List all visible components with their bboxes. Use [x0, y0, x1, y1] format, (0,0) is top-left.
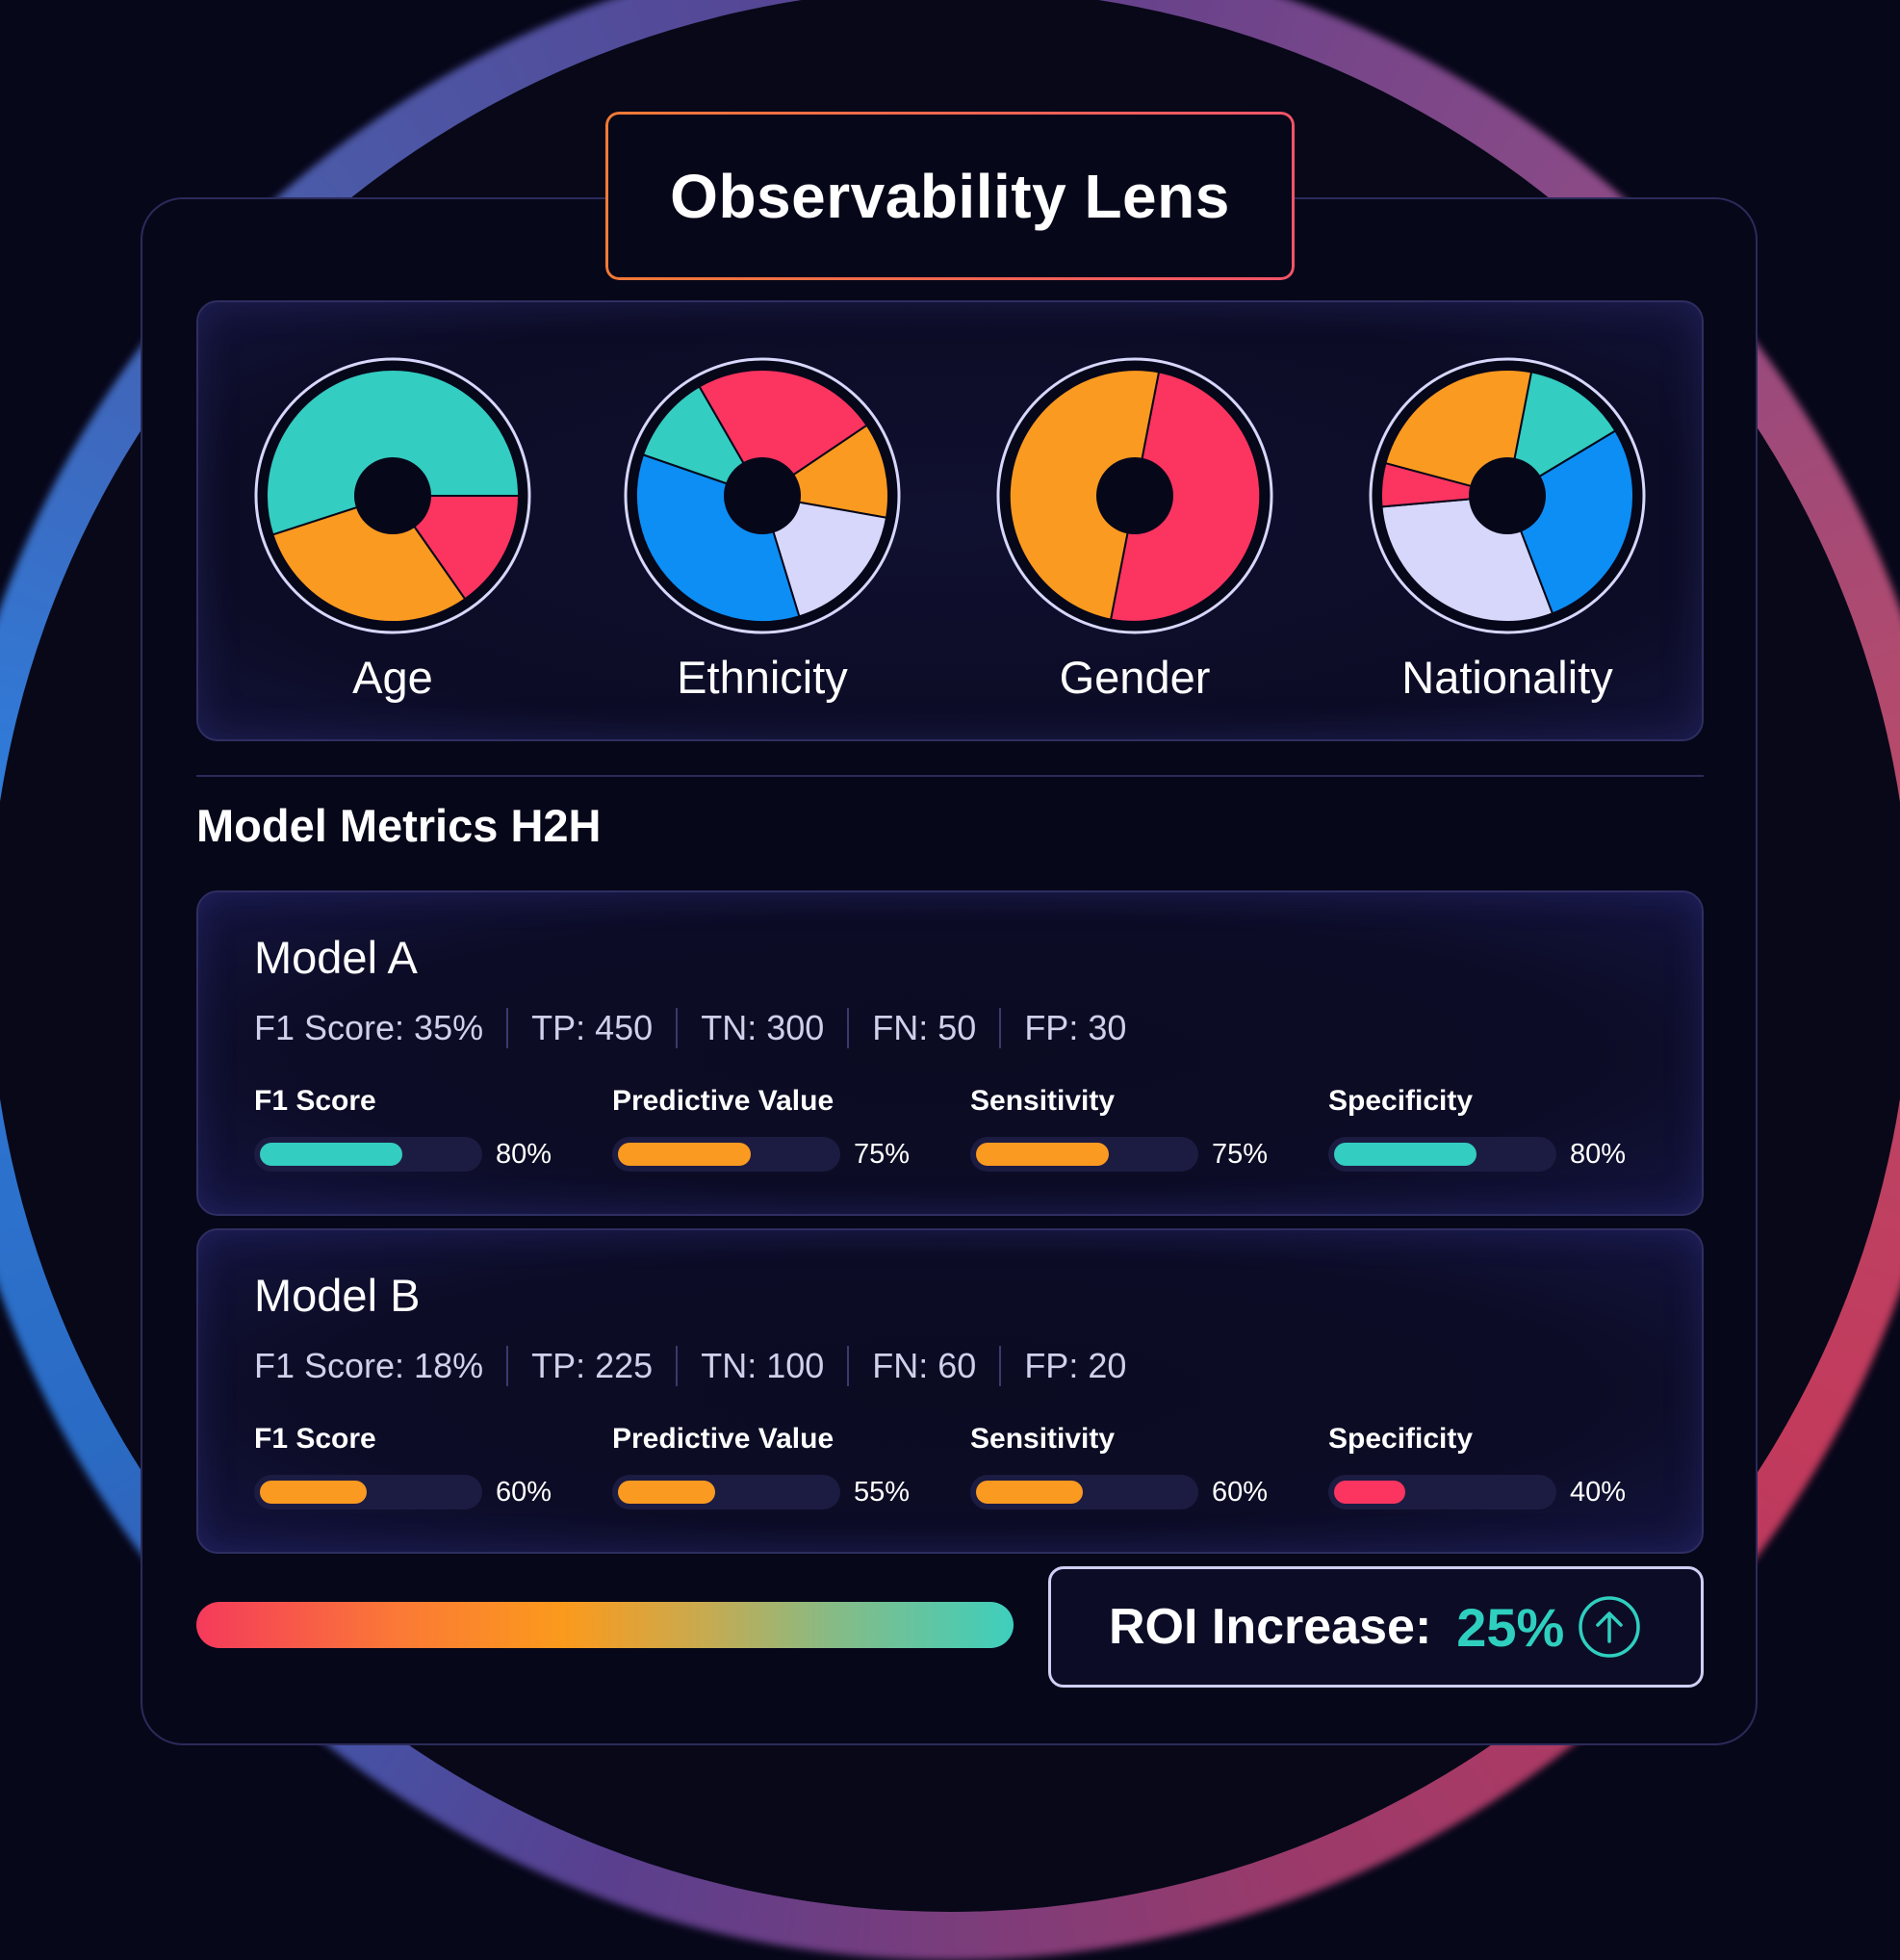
progress-fill — [1334, 1481, 1405, 1504]
tn-stat: TN: 300 — [701, 1008, 825, 1047]
progress-track — [254, 1137, 482, 1172]
metric-f1-score: F1 Score 80% — [254, 1085, 610, 1172]
donut-segment — [1109, 371, 1262, 623]
stat-separator — [847, 1008, 850, 1048]
donut-segment — [760, 494, 888, 618]
metric-label: F1 Score — [254, 1423, 376, 1455]
progress-track — [254, 1475, 482, 1509]
roi-box: ROI Increase: 25% — [1048, 1566, 1704, 1688]
section-divider — [196, 775, 1704, 777]
metric-value: 40% — [1570, 1476, 1627, 1508]
progress-fill — [618, 1481, 715, 1504]
title-box: Observability Lens — [608, 115, 1292, 277]
progress-track — [970, 1137, 1198, 1172]
nationality-donut-chart — [1369, 357, 1646, 634]
metric-value: 75% — [1212, 1138, 1269, 1170]
donut-segment — [698, 369, 868, 498]
metric-sensitivity: Sensitivity 75% — [970, 1085, 1326, 1172]
stat-separator — [676, 1008, 679, 1048]
progress-track — [1328, 1475, 1556, 1509]
donut-segment — [391, 495, 521, 601]
stat-separator — [999, 1008, 1002, 1048]
roi-gradient-bar — [196, 1602, 1014, 1648]
stat-separator — [506, 1008, 509, 1048]
gender-donut-chart — [996, 357, 1273, 634]
progress-track — [1328, 1137, 1556, 1172]
ethnicity-donut-chart — [624, 357, 901, 634]
donut-label-nationality: Nationality — [1401, 652, 1613, 703]
donut-label-ethnicity: Ethnicity — [677, 652, 848, 703]
model-a-card: Model A F1 Score: 35% TP: 450 TN: 300 FN… — [196, 890, 1704, 1216]
donut-segment — [1008, 369, 1161, 621]
fp-stat: FP: 30 — [1024, 1008, 1127, 1047]
metric-label: Predictive Value — [612, 1085, 834, 1117]
progress-fill — [260, 1481, 367, 1504]
age-donut-chart — [254, 357, 531, 634]
section-title: Model Metrics H2H — [196, 800, 602, 851]
donut-label-age: Age — [352, 652, 433, 703]
donut-hole — [724, 457, 801, 534]
donut-hole — [354, 457, 431, 534]
metric-value: 55% — [854, 1476, 911, 1508]
stat-separator — [506, 1346, 509, 1386]
progress-fill — [618, 1143, 751, 1166]
model-name: Model A — [254, 932, 418, 983]
metric-value: 80% — [496, 1138, 552, 1170]
metric-label: Specificity — [1328, 1085, 1474, 1117]
donut-segment — [641, 385, 765, 498]
donut-segment — [271, 494, 467, 623]
stat-separator — [999, 1346, 1002, 1386]
tp-stat: TP: 225 — [531, 1346, 654, 1385]
metric-value: 60% — [1212, 1476, 1269, 1508]
page-title: Observability Lens — [670, 161, 1230, 231]
metric-value: 75% — [854, 1138, 911, 1170]
model-stats: F1 Score: 18% TP: 225 TN: 100 FN: 60 FP:… — [254, 1346, 1126, 1386]
metric-f1-score: F1 Score 60% — [254, 1423, 610, 1509]
roi-label: ROI Increase: — [1109, 1599, 1432, 1655]
stat-separator — [847, 1346, 850, 1386]
donut-hole — [1469, 457, 1546, 534]
donut-segment — [1505, 371, 1617, 499]
stat-separator — [676, 1346, 679, 1386]
progress-track — [612, 1475, 840, 1509]
metric-label: Sensitivity — [970, 1085, 1116, 1117]
progress-track — [970, 1475, 1198, 1509]
f1-score-stat: F1 Score: 18% — [254, 1346, 484, 1385]
metric-label: F1 Score — [254, 1085, 376, 1117]
fn-stat: FN: 50 — [872, 1008, 977, 1047]
tn-stat: TN: 100 — [701, 1346, 825, 1385]
metric-value: 80% — [1570, 1138, 1627, 1170]
model-name: Model B — [254, 1270, 421, 1321]
metric-label: Specificity — [1328, 1423, 1474, 1455]
fp-stat: FP: 20 — [1024, 1346, 1127, 1385]
f1-score-stat: F1 Score: 35% — [254, 1008, 484, 1047]
metric-sensitivity: Sensitivity 60% — [970, 1423, 1326, 1509]
arrow-up-circle-icon — [1579, 1596, 1641, 1658]
donut-hole — [1096, 457, 1173, 534]
donut-segment — [266, 369, 521, 536]
metric-label: Sensitivity — [970, 1423, 1116, 1455]
donut-label-gender: Gender — [1059, 652, 1211, 703]
progress-fill — [260, 1143, 402, 1166]
progress-fill — [976, 1143, 1109, 1166]
donut-segment — [1505, 429, 1634, 615]
metric-value: 60% — [496, 1476, 552, 1508]
metric-label: Predictive Value — [612, 1423, 834, 1455]
progress-track — [612, 1137, 840, 1172]
progress-fill — [1334, 1143, 1476, 1166]
metric-specificity: Specificity 80% — [1328, 1085, 1684, 1172]
metric-predictive-value: Predictive Value 55% — [612, 1423, 968, 1509]
model-stats: F1 Score: 35% TP: 450 TN: 300 FN: 50 FP:… — [254, 1008, 1126, 1048]
tp-stat: TP: 450 — [531, 1008, 654, 1047]
fn-stat: FN: 60 — [872, 1346, 977, 1385]
roi-value: 25% — [1456, 1596, 1565, 1658]
progress-fill — [976, 1481, 1083, 1504]
metric-predictive-value: Predictive Value 75% — [612, 1085, 968, 1172]
metric-specificity: Specificity 40% — [1328, 1423, 1684, 1509]
model-b-card: Model B F1 Score: 18% TP: 225 TN: 100 FN… — [196, 1228, 1704, 1554]
